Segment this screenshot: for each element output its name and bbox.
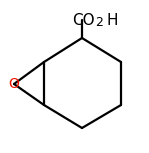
Text: CO: CO	[72, 13, 95, 28]
Text: H: H	[106, 13, 118, 28]
Text: 2: 2	[95, 16, 103, 29]
Text: O: O	[8, 77, 19, 91]
